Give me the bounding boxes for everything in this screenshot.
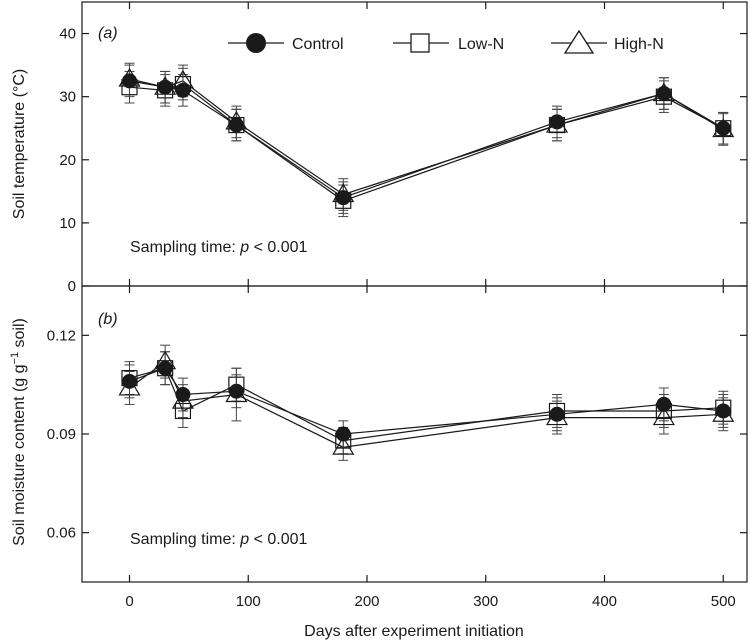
panel-b-point-low-n [121, 369, 138, 387]
panel-b-point-low-n [548, 402, 566, 420]
panel-a-ytick-label: 30 [59, 89, 76, 106]
panel-a-point-low-n [715, 120, 732, 137]
panel-a-line-control [129, 80, 724, 199]
annotation-a-suffix: < 0.001 [249, 239, 307, 256]
panel-b-point-low-n [228, 376, 245, 393]
panel-b-line-control [129, 367, 724, 435]
panel-a-point-high-n [171, 69, 194, 89]
x-tick-label: 200 [354, 593, 379, 610]
panel-a-point-high-n [332, 183, 355, 203]
panel-b-point-high-n [332, 435, 355, 455]
panel-b-point-high-n [118, 376, 141, 396]
panel-a-point-control [175, 82, 191, 98]
x-tick-label: 0 [125, 593, 133, 610]
panel-b-point-control [549, 406, 565, 422]
panel-a-point-low-n [121, 79, 138, 96]
x-tick-label: 400 [592, 593, 617, 610]
panel-a-label: (a) [98, 25, 118, 42]
panel-a-ytick-label: 20 [59, 152, 76, 169]
x-tick-label: 100 [236, 593, 261, 610]
x-axis-title: Days after experiment initiation [304, 623, 524, 640]
panel-b-point-high-n [545, 406, 569, 426]
legend-entry-low-n: Low-N [393, 33, 504, 53]
panel-b-line-high-n [129, 360, 724, 448]
ylabel-b-prefix: Soil moisture content (g g [11, 364, 28, 545]
legend-marker-control [246, 33, 266, 53]
panel-a-ylabel: Soil temperature (°C) [11, 69, 28, 219]
ylabel-b-sup: −1 [9, 352, 21, 365]
panel-a-ytick-label: 40 [59, 26, 76, 43]
x-tick-label: 500 [711, 593, 736, 610]
panel-a-point-low-n [335, 192, 352, 209]
panel-b-ytick-label: 0.09 [47, 426, 76, 443]
annotation-b-suffix: < 0.001 [249, 531, 307, 548]
panel-a-annotation: Sampling time: p < 0.001 [130, 239, 308, 256]
panel-b-point-low-n [174, 402, 192, 420]
legend: Control Low-N High-N [228, 29, 664, 54]
legend-marker-low-n [410, 33, 430, 53]
panel-a-point-high-n [225, 110, 248, 130]
legend-entry-high-n: High-N [551, 29, 664, 54]
legend-entry-control: Control [228, 33, 344, 53]
panel-b-point-high-n [652, 406, 675, 426]
ticks-group: 0 10 20 30 40 0.06 0.09 0.12 0 100 200 300 400 500 [47, 2, 747, 610]
panel-a-point-control [122, 73, 137, 89]
panel-b-point-high-n [225, 383, 248, 403]
panel-b-ytick-label: 0.06 [47, 525, 76, 542]
panel-b-point-low-n [655, 402, 672, 420]
panel-b-point-control [335, 426, 351, 442]
panel-b-point-low-n [335, 432, 352, 449]
x-tick-label: 300 [473, 593, 498, 610]
series-group [118, 62, 735, 461]
legend-label-low-n: Low-N [458, 36, 504, 53]
panel-b-point-control [656, 396, 672, 412]
panel-a-point-high-n [154, 76, 177, 95]
panel-a-point-high-n [545, 113, 569, 133]
panel-b-point-high-n [154, 350, 177, 370]
panel-b-ytick-label: 0.12 [47, 327, 76, 344]
legend-marker-high-n [563, 29, 595, 54]
panel-a-point-high-n [652, 82, 675, 102]
panel-b-point-high-n [171, 389, 194, 409]
panel-b-line-low-n [129, 367, 724, 442]
legend-label-high-n: High-N [614, 36, 664, 53]
panel-b-annotation: Sampling time: p < 0.001 [130, 531, 308, 548]
panel-b-point-low-n [715, 399, 732, 416]
panel-b-point-control [715, 403, 731, 419]
panel-a-ytick-label: 0 [68, 278, 76, 295]
panel-b-label: (b) [98, 311, 118, 328]
annotation-a-prefix: Sampling time: [130, 239, 240, 256]
panel-a-point-high-n [712, 118, 735, 138]
panel-a-point-high-n [118, 67, 141, 87]
panel-b-ylabel: Soil moisture content (g g−1 soil) [9, 318, 28, 546]
panel-b-point-high-n [712, 403, 735, 422]
annotation-b-p: p [239, 531, 249, 548]
panel-b-point-control [228, 383, 244, 399]
chart-layer: 0 10 20 30 40 0.06 0.09 0.12 0 100 200 300 400 500 (a… [9, 1, 748, 640]
panel-a-ytick-label: 10 [59, 215, 76, 232]
panel-a-point-control [715, 120, 731, 136]
annotation-b-prefix: Sampling time: [130, 531, 240, 548]
ylabel-b-suffix: soil) [11, 318, 28, 352]
annotation-a-p: p [239, 239, 249, 256]
panel-a-point-control [549, 114, 565, 130]
legend-label-control: Control [292, 36, 344, 53]
panel-a-line-high-n [129, 78, 724, 196]
